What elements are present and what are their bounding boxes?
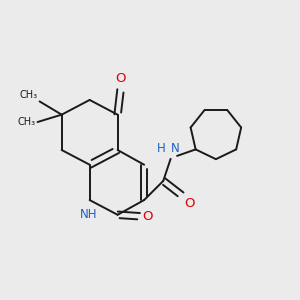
Text: N: N: [171, 142, 180, 155]
Text: O: O: [184, 197, 195, 210]
Text: NH: NH: [80, 208, 97, 221]
Text: O: O: [115, 72, 126, 85]
Text: O: O: [142, 210, 153, 223]
Text: H: H: [157, 142, 165, 155]
Text: CH₃: CH₃: [18, 117, 36, 127]
Text: CH₃: CH₃: [20, 90, 38, 100]
